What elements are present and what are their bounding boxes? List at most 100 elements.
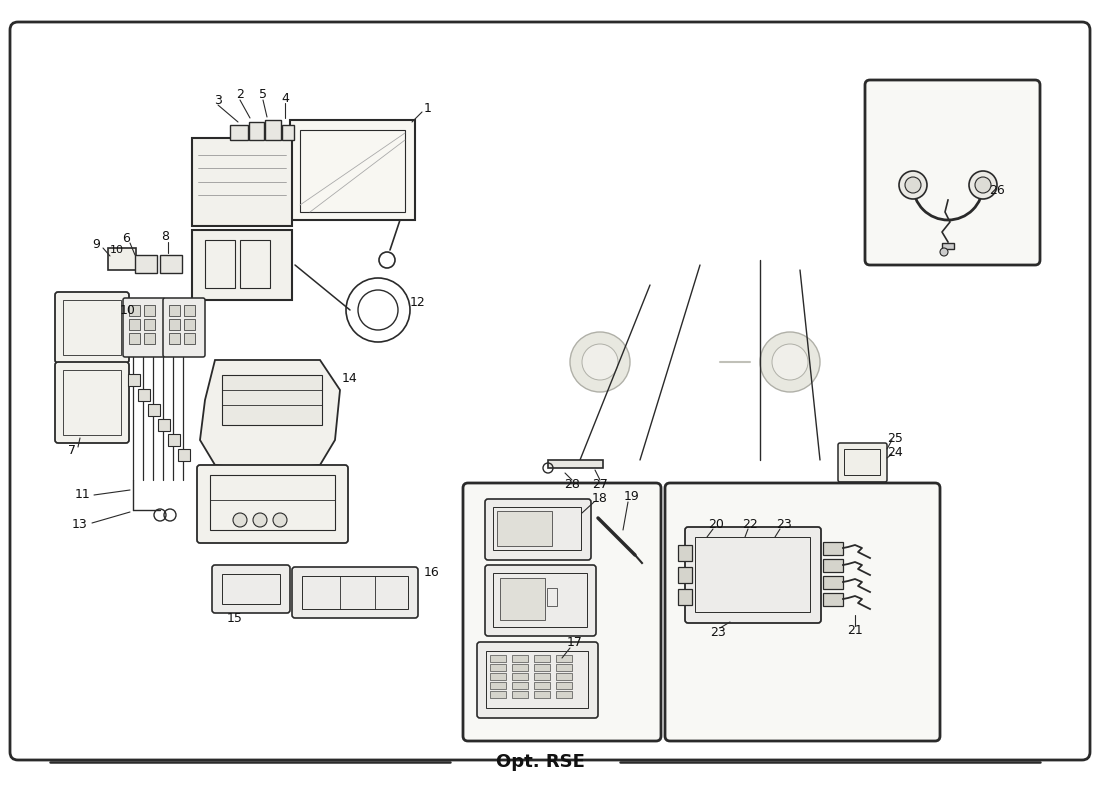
Text: 26: 26 bbox=[989, 183, 1005, 197]
Bar bbox=[548, 460, 603, 468]
Text: 23: 23 bbox=[777, 518, 792, 531]
Bar bbox=[556, 664, 572, 671]
FancyBboxPatch shape bbox=[163, 298, 205, 357]
Bar bbox=[823, 559, 843, 572]
Text: eurospares: eurospares bbox=[98, 381, 222, 399]
Bar bbox=[265, 120, 280, 140]
Text: 4: 4 bbox=[282, 91, 289, 105]
Bar bbox=[184, 305, 195, 316]
Bar bbox=[678, 545, 692, 561]
Circle shape bbox=[905, 177, 921, 193]
Bar bbox=[282, 125, 294, 140]
Bar bbox=[678, 589, 692, 605]
Circle shape bbox=[273, 513, 287, 527]
Text: 25: 25 bbox=[887, 431, 903, 445]
Text: 22: 22 bbox=[742, 518, 758, 531]
Bar bbox=[512, 673, 528, 680]
Bar bbox=[160, 255, 182, 273]
Bar bbox=[490, 673, 506, 680]
Bar bbox=[490, 691, 506, 698]
Bar bbox=[547, 588, 557, 606]
Circle shape bbox=[969, 171, 997, 199]
Text: 10: 10 bbox=[120, 303, 136, 317]
Bar bbox=[556, 673, 572, 680]
Bar bbox=[490, 655, 506, 662]
Bar bbox=[129, 319, 140, 330]
Bar bbox=[556, 682, 572, 689]
Circle shape bbox=[772, 344, 808, 380]
Bar bbox=[205, 240, 235, 288]
Text: 15: 15 bbox=[227, 611, 243, 625]
Bar bbox=[222, 375, 322, 425]
Bar bbox=[178, 449, 190, 461]
Bar bbox=[144, 305, 155, 316]
Text: 10: 10 bbox=[110, 245, 124, 255]
Bar bbox=[168, 434, 180, 446]
Circle shape bbox=[760, 332, 820, 392]
Bar bbox=[823, 576, 843, 589]
FancyBboxPatch shape bbox=[10, 22, 1090, 760]
Bar bbox=[823, 542, 843, 555]
Bar bbox=[678, 567, 692, 583]
Bar bbox=[500, 578, 544, 620]
Bar bbox=[192, 230, 292, 300]
FancyBboxPatch shape bbox=[55, 362, 129, 443]
Text: 12: 12 bbox=[410, 295, 426, 309]
Polygon shape bbox=[470, 210, 880, 365]
Bar bbox=[493, 573, 587, 627]
FancyBboxPatch shape bbox=[197, 465, 348, 543]
Circle shape bbox=[975, 177, 991, 193]
Bar bbox=[144, 333, 155, 344]
Bar bbox=[169, 319, 180, 330]
Text: eurospares: eurospares bbox=[328, 470, 452, 490]
FancyBboxPatch shape bbox=[463, 483, 661, 741]
Bar bbox=[184, 319, 195, 330]
FancyBboxPatch shape bbox=[838, 443, 887, 482]
FancyBboxPatch shape bbox=[485, 565, 596, 636]
Bar bbox=[534, 664, 550, 671]
Bar bbox=[129, 333, 140, 344]
Text: 6: 6 bbox=[122, 231, 130, 245]
Bar bbox=[230, 125, 248, 140]
Bar bbox=[844, 449, 880, 475]
Bar bbox=[138, 389, 150, 401]
Bar bbox=[534, 682, 550, 689]
Text: 5: 5 bbox=[258, 89, 267, 102]
Text: 28: 28 bbox=[564, 478, 580, 491]
Bar bbox=[486, 651, 588, 708]
Circle shape bbox=[570, 332, 630, 392]
Text: 21: 21 bbox=[847, 623, 862, 637]
Bar bbox=[192, 138, 292, 226]
Text: 11: 11 bbox=[75, 489, 91, 502]
Bar bbox=[222, 574, 280, 604]
FancyBboxPatch shape bbox=[123, 298, 165, 357]
Bar bbox=[210, 475, 336, 530]
Text: 24: 24 bbox=[887, 446, 903, 458]
Text: 8: 8 bbox=[161, 230, 169, 243]
Text: 9: 9 bbox=[92, 238, 100, 251]
Bar bbox=[512, 691, 528, 698]
FancyBboxPatch shape bbox=[666, 483, 940, 741]
Bar bbox=[823, 593, 843, 606]
Bar bbox=[512, 682, 528, 689]
Bar bbox=[512, 664, 528, 671]
PathPatch shape bbox=[200, 360, 340, 470]
Bar bbox=[534, 673, 550, 680]
Bar bbox=[108, 248, 136, 270]
Bar bbox=[302, 576, 408, 609]
Circle shape bbox=[899, 171, 927, 199]
Bar bbox=[158, 419, 170, 431]
Text: 19: 19 bbox=[624, 490, 640, 503]
Text: 20: 20 bbox=[708, 518, 724, 531]
Bar bbox=[490, 664, 506, 671]
Text: eurospares: eurospares bbox=[638, 450, 761, 470]
FancyBboxPatch shape bbox=[55, 292, 129, 363]
Text: 16: 16 bbox=[425, 566, 440, 579]
Bar bbox=[184, 333, 195, 344]
Text: 18: 18 bbox=[592, 491, 608, 505]
Circle shape bbox=[940, 248, 948, 256]
Bar bbox=[249, 122, 264, 140]
Bar bbox=[144, 319, 155, 330]
Bar bbox=[512, 655, 528, 662]
FancyBboxPatch shape bbox=[485, 499, 591, 560]
